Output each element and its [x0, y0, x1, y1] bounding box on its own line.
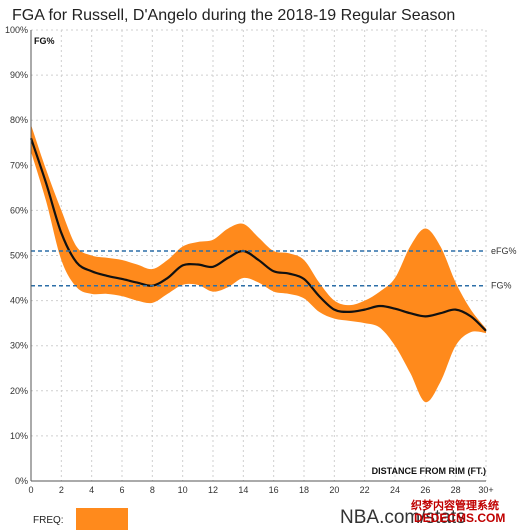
x-tick-label: 20: [329, 485, 339, 495]
reference-line-label: eFG%: [491, 246, 517, 256]
y-tick-label: 70%: [10, 160, 28, 170]
y-tick-label: 60%: [10, 205, 28, 215]
y-tick-label: 0%: [15, 476, 28, 486]
x-tick-label: 28: [451, 485, 461, 495]
x-tick-label: 22: [360, 485, 370, 495]
y-tick-label: 90%: [10, 70, 28, 80]
y-tick-label: 40%: [10, 296, 28, 306]
x-tick-label: 0: [28, 485, 33, 495]
brand-label: NBA.com/stats: [340, 507, 466, 528]
x-tick-label: 18: [299, 485, 309, 495]
y-tick-label: 100%: [5, 25, 28, 35]
x-tick-label: 30+: [478, 485, 493, 495]
y-tick-label: 20%: [10, 386, 28, 396]
y-tick-label: 30%: [10, 341, 28, 351]
legend-swatch: [76, 508, 128, 530]
y-tick-label: 50%: [10, 251, 28, 261]
x-tick-label: 14: [238, 485, 248, 495]
watermark-top: 织梦内容管理系统: [411, 498, 499, 512]
freq-band-area: [31, 124, 486, 403]
y-tick-label: 10%: [10, 431, 28, 441]
reference-lines: eFG% FG%: [31, 246, 517, 291]
x-tick-label: 8: [150, 485, 155, 495]
legend: FREQ:: [33, 508, 128, 530]
x-tick-label: 6: [119, 485, 124, 495]
x-tick-label: 16: [269, 485, 279, 495]
x-axis-label: DISTANCE FROM RIM (FT.): [372, 466, 486, 476]
legend-label: FREQ:: [33, 515, 64, 526]
chart-title: FGA for Russell, D'Angelo during the 201…: [12, 7, 455, 24]
x-tick-label: 10: [178, 485, 188, 495]
fg-pct-line: [29, 137, 487, 332]
x-tick-label: 4: [89, 485, 94, 495]
x-tick-label: 12: [208, 485, 218, 495]
y-tick-label: 80%: [10, 115, 28, 125]
x-tick-label: 26: [420, 485, 430, 495]
axes: 0%10%20%30%40%50%60%70%80%90%100%0 2 4 6 8 10…: [5, 25, 494, 495]
watermark-bottom: DEDECMS.COM: [414, 511, 505, 525]
y-axis-label: FG%: [34, 36, 55, 46]
x-tick-label: 2: [59, 485, 64, 495]
grid: [30, 29, 487, 482]
x-tick-label: 24: [390, 485, 400, 495]
reference-line-label: FG%: [491, 281, 512, 291]
